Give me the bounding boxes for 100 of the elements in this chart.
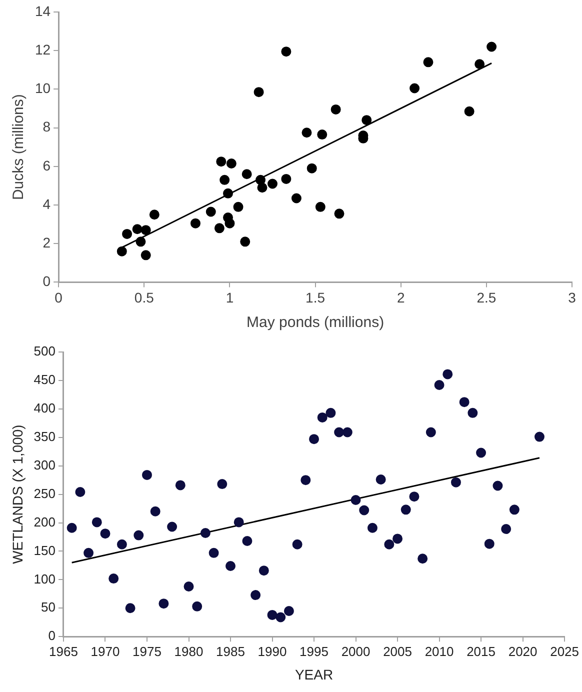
point bbox=[92, 517, 102, 528]
point bbox=[142, 470, 152, 480]
point bbox=[300, 475, 311, 486]
point bbox=[206, 206, 216, 217]
y-tick-label: 14 bbox=[34, 2, 51, 19]
point bbox=[254, 87, 264, 98]
point bbox=[334, 208, 344, 219]
point bbox=[400, 504, 411, 515]
x-tick-label: 1 bbox=[226, 289, 234, 306]
point bbox=[136, 236, 146, 247]
point bbox=[384, 539, 394, 550]
y-tick-label: 100 bbox=[34, 571, 56, 586]
point bbox=[317, 130, 328, 140]
point bbox=[509, 504, 520, 515]
point bbox=[66, 522, 77, 533]
point bbox=[468, 408, 478, 418]
point bbox=[122, 228, 132, 239]
point bbox=[284, 606, 294, 616]
x-tick-label: 1975 bbox=[132, 644, 162, 659]
point bbox=[256, 174, 266, 185]
x-tick-label: 1985 bbox=[216, 644, 245, 659]
point bbox=[167, 522, 178, 532]
x-tick-label: 1990 bbox=[258, 644, 287, 659]
x-tick-label: 0.5 bbox=[134, 289, 154, 306]
x-tick-label: 1.5 bbox=[306, 289, 326, 306]
point bbox=[217, 479, 228, 490]
point bbox=[276, 612, 286, 622]
x-tick-label: 3 bbox=[568, 289, 576, 306]
point bbox=[410, 83, 420, 94]
y-tick-label: 10 bbox=[34, 80, 51, 96]
point bbox=[334, 427, 344, 438]
point bbox=[257, 182, 268, 193]
y-tick-label: 300 bbox=[34, 457, 56, 472]
point bbox=[326, 408, 336, 418]
point bbox=[220, 174, 230, 185]
point bbox=[125, 603, 136, 614]
point bbox=[200, 528, 210, 538]
point bbox=[84, 548, 94, 558]
point bbox=[134, 530, 144, 540]
y-tick-label: 50 bbox=[41, 600, 56, 615]
x-tick-label: 1995 bbox=[300, 644, 328, 659]
point bbox=[258, 566, 269, 576]
y-tick-label: 2 bbox=[42, 234, 51, 250]
y-tick-label: 4 bbox=[42, 196, 51, 212]
point bbox=[450, 477, 461, 488]
point bbox=[342, 427, 352, 438]
y-tick-label: 350 bbox=[34, 428, 56, 444]
point bbox=[224, 218, 235, 228]
point bbox=[190, 218, 200, 228]
point bbox=[268, 178, 278, 189]
point bbox=[281, 46, 292, 57]
point bbox=[434, 380, 444, 390]
point bbox=[208, 548, 219, 558]
point bbox=[242, 169, 252, 180]
point bbox=[367, 522, 378, 533]
point bbox=[240, 236, 250, 247]
x-tick-label: 2005 bbox=[383, 644, 412, 659]
point bbox=[486, 42, 497, 52]
y-tick-label: 500 bbox=[34, 344, 56, 359]
point bbox=[75, 487, 86, 498]
x-axis-title: YEAR bbox=[294, 666, 334, 682]
y-tick-label: 200 bbox=[34, 514, 56, 530]
point bbox=[292, 539, 302, 550]
point bbox=[484, 538, 494, 549]
x-tick-label: 1965 bbox=[49, 644, 78, 659]
point bbox=[330, 104, 341, 114]
point bbox=[302, 128, 312, 138]
x-tick-label: 2010 bbox=[424, 644, 454, 659]
point bbox=[149, 210, 160, 220]
point bbox=[464, 106, 474, 116]
y-tick-label: 150 bbox=[34, 542, 56, 558]
x-axis-title: May ponds (millions) bbox=[246, 314, 384, 332]
point bbox=[242, 536, 252, 546]
point bbox=[108, 574, 119, 584]
point bbox=[184, 582, 194, 592]
y-axis-title: Ducks (millions) bbox=[10, 94, 28, 200]
point bbox=[474, 59, 485, 70]
point bbox=[132, 224, 142, 234]
point bbox=[359, 505, 370, 516]
point bbox=[233, 202, 244, 212]
point bbox=[192, 601, 202, 612]
y-tick-label: 0 bbox=[42, 273, 51, 290]
y-tick-label: 8 bbox=[42, 118, 51, 135]
point bbox=[100, 528, 110, 539]
point bbox=[226, 561, 236, 572]
point bbox=[476, 448, 486, 458]
y-tick-label: 400 bbox=[34, 400, 56, 416]
x-tick-label: 2 bbox=[396, 289, 405, 306]
point bbox=[250, 590, 261, 600]
point bbox=[392, 534, 403, 544]
point bbox=[223, 188, 234, 198]
x-tick-label: 2020 bbox=[508, 644, 538, 659]
y-tick-label: 250 bbox=[34, 486, 56, 501]
point bbox=[362, 115, 372, 126]
x-tick-label: 2015 bbox=[466, 644, 496, 659]
point bbox=[175, 480, 186, 490]
point bbox=[317, 412, 328, 422]
point bbox=[350, 494, 361, 505]
x-tick-label: 2.5 bbox=[476, 289, 496, 306]
y-tick-label: 450 bbox=[34, 372, 56, 388]
